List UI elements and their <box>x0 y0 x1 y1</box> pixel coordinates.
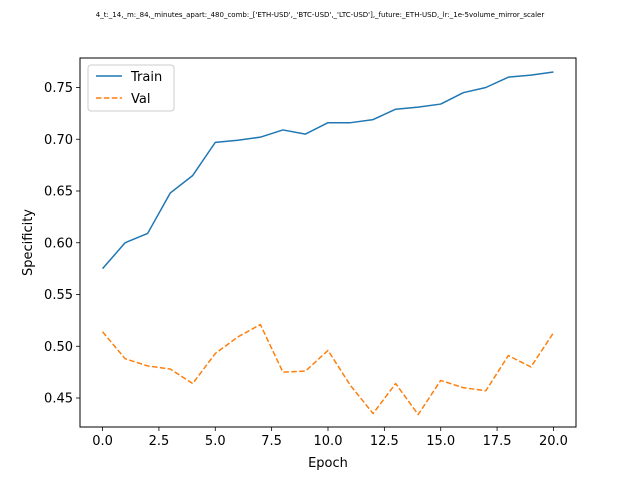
x-axis: 0.0 2.5 5.0 7.5 10.0 12.5 15.0 17.5 20.0 <box>92 427 568 449</box>
series-layer <box>103 72 554 415</box>
x-tick-label: 15.0 <box>426 434 455 449</box>
legend-label-train: Train <box>130 70 162 85</box>
series-line-val <box>103 325 554 415</box>
chart-title: 4_t:_14,_m:_84,_minutes_apart:_480_comb:… <box>96 11 545 19</box>
y-tick-label: 0.65 <box>44 185 73 200</box>
x-tick-label: 7.5 <box>261 434 282 449</box>
x-tick-label: 10.0 <box>314 434 343 449</box>
y-tick-label: 0.50 <box>44 340 73 355</box>
x-tick-label: 2.5 <box>149 434 170 449</box>
y-tick-label: 0.60 <box>44 236 73 251</box>
y-axis-label: Specificity <box>21 209 36 276</box>
plot-frame <box>80 58 576 427</box>
y-tick-label: 0.75 <box>44 81 73 96</box>
y-tick-label: 0.70 <box>44 133 73 148</box>
y-axis: 0.45 0.50 0.55 0.60 0.65 0.70 0.75 <box>44 81 80 407</box>
y-tick-label: 0.55 <box>44 288 73 303</box>
x-axis-label: Epoch <box>308 456 348 471</box>
x-tick-label: 12.5 <box>370 434 399 449</box>
x-tick-label: 20.0 <box>539 434 568 449</box>
y-tick-label: 0.45 <box>44 392 73 407</box>
x-tick-label: 5.0 <box>205 434 226 449</box>
legend: Train Val <box>88 65 174 111</box>
legend-label-val: Val <box>131 92 150 107</box>
x-tick-label: 0.0 <box>92 434 113 449</box>
x-tick-label: 17.5 <box>483 434 512 449</box>
